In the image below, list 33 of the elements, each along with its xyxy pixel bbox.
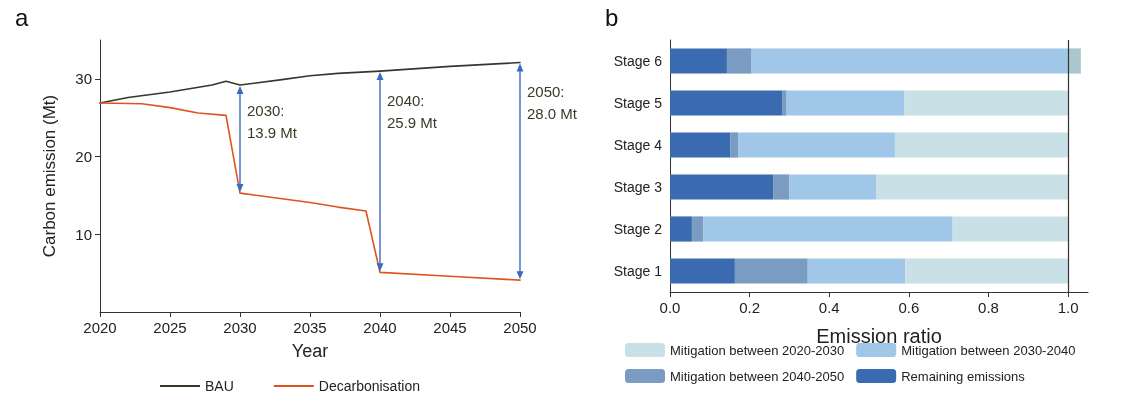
chart-title: b — [605, 3, 619, 31]
annotation: 2040: 25.9 Mt — [387, 91, 438, 131]
y-axis-title: Carbon emission (Mt) — [40, 94, 59, 258]
x-tick-label: 2030 — [223, 319, 257, 336]
x-tick-label: 0.2 — [739, 299, 761, 316]
x-tick-label: 0.8 — [978, 299, 999, 316]
y-tick-label: Stage 2 — [613, 221, 663, 237]
y-tick-label: 20 — [75, 148, 92, 166]
legend-label: Decarbonisation — [318, 378, 420, 394]
x-tick-label: 0.6 — [898, 299, 920, 316]
y-tick-label: 30 — [75, 70, 92, 88]
x-tick-label: 1.0 — [1057, 299, 1079, 316]
y-tick-label: Stage 1 — [613, 263, 663, 279]
y-tick-label: 10 — [75, 225, 92, 243]
x-tick-label: 2050 — [503, 319, 537, 336]
legend-label: BAU — [205, 378, 234, 394]
y-tick-label: Stage 5 — [613, 95, 663, 111]
y-tick-label: Stage 4 — [613, 137, 663, 153]
y-tick-label: Stage 6 — [613, 53, 663, 69]
x-tick-label: 2035 — [293, 319, 327, 336]
x-tick-label: 2020 — [83, 319, 117, 336]
x-tick-label: 2045 — [433, 319, 467, 336]
y-tick-label: Stage 3 — [613, 179, 663, 195]
x-tick-label: 0.0 — [659, 299, 681, 316]
annotation: 2030: 13.9 Mt — [247, 101, 298, 141]
x-tick-label: 0.4 — [818, 299, 840, 316]
x-axis-title: Year — [291, 341, 329, 361]
annotation: 2050: 28.0 Mt — [527, 83, 578, 123]
x-tick-label: 2040 — [363, 319, 397, 336]
legend-label: Mitigation between 2040-2050 — [670, 368, 845, 384]
legend-label: Remaining emissions — [901, 368, 1026, 384]
chart-title: a — [15, 3, 29, 31]
x-tick-label: 2025 — [153, 319, 187, 336]
